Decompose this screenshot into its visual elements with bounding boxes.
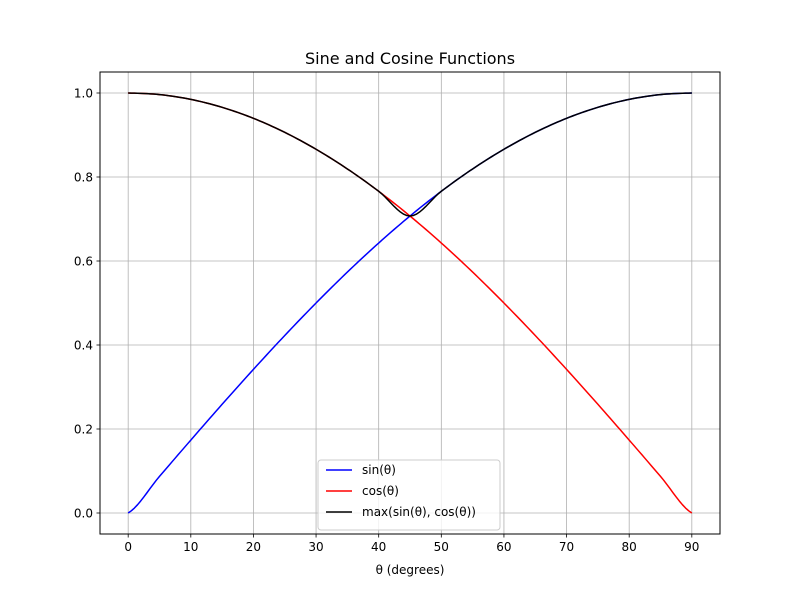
series-line xyxy=(128,92,692,217)
x-tick-label: 90 xyxy=(684,540,699,554)
x-tick-label: 10 xyxy=(183,540,198,554)
x-tick-label: 60 xyxy=(496,540,511,554)
axes-frame xyxy=(99,71,721,535)
legend-label: sin(θ) xyxy=(362,463,396,477)
y-tick-label: 0.0 xyxy=(74,507,93,521)
y-tick-label: 0.4 xyxy=(74,339,93,353)
chart-title: Sine and Cosine Functions xyxy=(305,49,515,68)
legend: sin(θ) cos(θ) max(sin(θ), cos(θ)) xyxy=(317,459,501,531)
legend-box xyxy=(317,459,501,531)
y-tick-label: 0.6 xyxy=(74,255,93,269)
x-tick-label: 0 xyxy=(124,540,132,554)
x-tick-label: 30 xyxy=(308,540,323,554)
x-tick-label: 80 xyxy=(622,540,637,554)
axis-ticks: 0 10 20 30 40 50 60 70 80 90 0.0 0.2 0.4 0.6 0.8 1.0 xyxy=(74,87,700,555)
legend-label: max(sin(θ), cos(θ)) xyxy=(362,505,476,519)
x-tick-label: 20 xyxy=(246,540,261,554)
legend-label: cos(θ) xyxy=(362,484,399,498)
y-tick-label: 0.8 xyxy=(74,171,93,185)
series-lines xyxy=(127,92,693,514)
y-tick-label: 0.2 xyxy=(74,423,93,437)
x-tick-label: 50 xyxy=(434,540,449,554)
x-axis-label: θ (degrees) xyxy=(376,563,445,577)
x-tick-label: 40 xyxy=(371,540,386,554)
legend-items: sin(θ) cos(θ) max(sin(θ), cos(θ)) xyxy=(326,463,476,519)
x-tick-label: 70 xyxy=(559,540,574,554)
y-tick-label: 1.0 xyxy=(74,87,93,101)
